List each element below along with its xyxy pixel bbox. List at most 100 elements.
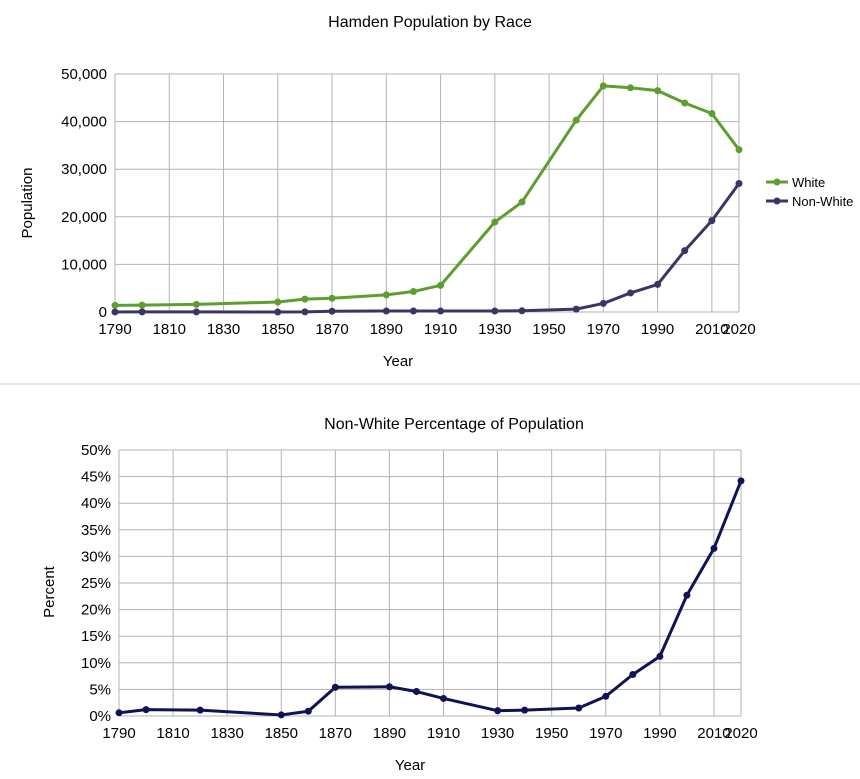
chart1-x-tick-label: 1870 [315, 321, 348, 338]
chart2-x-tick-label: 1790 [102, 725, 135, 742]
chart2-y-tick-label: 30% [81, 548, 111, 565]
chart1-data-point-non-white [382, 307, 390, 315]
chart2-y-tick-label: 35% [81, 522, 111, 539]
chart1-data-point-non-white [735, 179, 743, 187]
chart1-x-tick-label: 2020 [722, 321, 755, 338]
chart2-grid [118, 449, 742, 717]
chart1-y-tick-label: 30,000 [61, 161, 107, 178]
chart1-data-point-non-white [626, 289, 634, 297]
chart1-data-point-non-white [192, 308, 200, 316]
chart2-data-point-series-0 [629, 671, 637, 679]
chart1-x-tick-label: 1970 [587, 321, 620, 338]
chart2-data-point-series-0 [575, 704, 583, 712]
chart1-data-point-white [708, 110, 716, 118]
chart1-data-point-white [192, 300, 200, 308]
chart1-data-point-white [681, 99, 689, 107]
chart2-title: Non-White Percentage of Population [324, 416, 584, 433]
chart1-data-point-white [654, 87, 662, 95]
chart2-ticks: 1790 1810 1830 1850 1870 1890 1910 1930 1950 1970… [81, 442, 758, 742]
chart1-data-point-non-white [599, 299, 607, 307]
chart1-data-point-white [301, 295, 309, 303]
chart1-data-point-non-white [654, 280, 662, 288]
chart1-data-point-non-white [437, 307, 445, 315]
chart2-y-axis-title: Percent [41, 565, 58, 618]
legend-label-white: White [792, 175, 825, 190]
chart2-x-tick-label: 1970 [589, 725, 622, 742]
chart2-data-point-series-0 [440, 694, 448, 702]
chart2-x-tick-label: 1930 [481, 725, 514, 742]
chart1-data-point-non-white [111, 308, 119, 316]
chart2-x-tick-label: 1990 [643, 725, 676, 742]
chart1-data-point-non-white [681, 247, 689, 255]
chart1-x-tick-label: 1990 [641, 321, 674, 338]
chart2-x-axis-title: Year [395, 757, 425, 774]
chart1-data-point-non-white [138, 308, 146, 316]
chart1-data-point-white [491, 218, 499, 226]
chart2-data-point-series-0 [304, 707, 312, 715]
chart2-data-point-series-0 [331, 683, 339, 691]
chart1-data-point-white [626, 84, 634, 92]
chart1-data-point-white [518, 198, 526, 206]
chart2-data-point-series-0 [602, 692, 610, 700]
chart1-data-point-non-white [409, 307, 417, 315]
chart1-data-point-non-white [708, 217, 716, 225]
chart1-data-point-non-white [328, 307, 336, 315]
chart1-x-tick-label: 1950 [532, 321, 565, 338]
chart2-x-tick-label: 1890 [373, 725, 406, 742]
chart2-x-tick-label: 1810 [156, 725, 189, 742]
chart1-data-point-non-white [274, 308, 282, 316]
chart2-data-point-series-0 [656, 652, 664, 660]
chart1-x-tick-label: 1790 [98, 321, 131, 338]
chart2-x-tick-label: 1910 [427, 725, 460, 742]
chart2-series-line-series-0 [118, 480, 743, 717]
chart2-y-tick-label: 5% [89, 681, 111, 698]
chart1-data-point-non-white [301, 308, 309, 316]
chart2-x-tick-label: 2020 [724, 725, 757, 742]
chart1-x-tick-label: 1890 [370, 321, 403, 338]
chart1-y-tick-label: 10,000 [61, 256, 107, 273]
chart2-data-point-series-0 [277, 711, 285, 719]
legend-item-non-white: Non-White [766, 194, 853, 209]
chart1-x-tick-label: 1930 [478, 321, 511, 338]
chart2-data-point-series-0 [737, 477, 745, 485]
chart2-x-tick-label: 1850 [265, 725, 298, 742]
chart1-x-tick-label: 1810 [153, 321, 186, 338]
chart2-y-tick-label: 15% [81, 628, 111, 645]
chart2-data-point-series-0 [115, 709, 123, 717]
chart2-data-point-series-0 [142, 706, 150, 714]
chart1-data-point-non-white [491, 307, 499, 315]
chart1-x-tick-label: 1910 [424, 321, 457, 338]
chart2-y-tick-label: 45% [81, 469, 111, 486]
chart1-data-point-white [328, 294, 336, 302]
chart1-y-tick-label: 0 [99, 304, 107, 321]
chart2-data-point-series-0 [196, 706, 204, 714]
chart1-series-line-white [114, 84, 741, 307]
chart1-grid [114, 73, 740, 313]
chart1-data-point-white [111, 301, 119, 309]
chart2-data-point-series-0 [385, 683, 393, 691]
chart1-data-point-white [274, 298, 282, 306]
chart1-data-point-white [572, 116, 580, 124]
chart2-data-point-series-0 [683, 591, 691, 599]
legend-item-white: White [766, 175, 825, 190]
chart1-legend: White Non-White [766, 175, 853, 209]
chart1-data-point-white [599, 82, 607, 90]
chart1-data-point-non-white [518, 307, 526, 315]
chart2-data-point-series-0 [521, 706, 529, 714]
chart2-y-tick-label: 20% [81, 602, 111, 619]
chart1-y-tick-label: 40,000 [61, 114, 107, 131]
legend-label-non-white: Non-White [792, 194, 853, 209]
chart1-series-line-non-white [114, 182, 741, 314]
chart1-data-point-white [409, 288, 417, 296]
chart2-data-point-series-0 [412, 688, 420, 696]
chart1-y-tick-label: 20,000 [61, 209, 107, 226]
chart2-y-tick-label: 50% [81, 442, 111, 459]
chart1-data-point-white [382, 291, 390, 299]
chart2-x-tick-label: 2010 [697, 725, 730, 742]
chart2-plot-area [115, 477, 745, 719]
chart2-data-point-series-0 [710, 544, 718, 552]
chart2-x-tick-label: 1950 [535, 725, 568, 742]
chart1-x-tick-label: 2010 [695, 321, 728, 338]
chart2-y-tick-label: 25% [81, 575, 111, 592]
chart2-x-tick-label: 1830 [210, 725, 243, 742]
